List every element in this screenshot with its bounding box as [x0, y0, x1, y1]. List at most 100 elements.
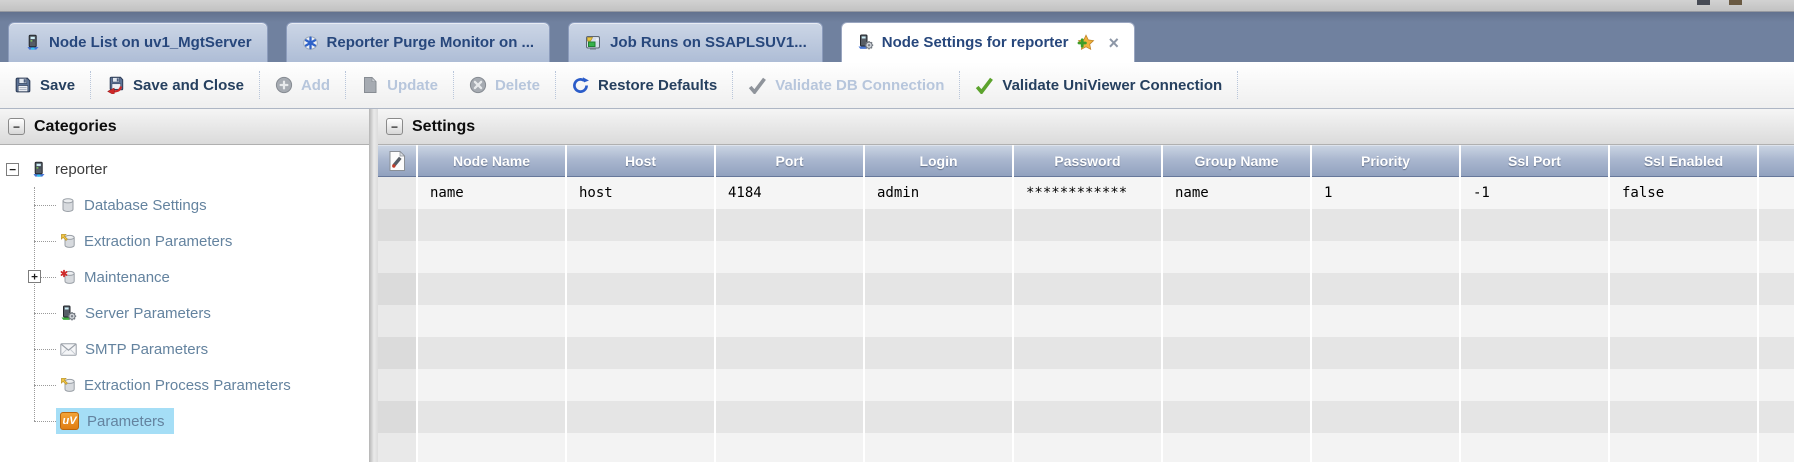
tree-item-parameters[interactable]: uV Parameters — [0, 403, 369, 439]
tab-label: Job Runs on SSAPLSUV1... — [610, 34, 807, 51]
cell-ssl-enabled[interactable]: false — [1610, 177, 1757, 209]
collapse-tree-icon[interactable]: − — [6, 162, 19, 176]
cell-empty — [1014, 209, 1161, 241]
cell-priority[interactable]: 1 — [1312, 177, 1459, 209]
column-header-priority[interactable]: Priority — [1312, 145, 1459, 177]
cell-empty — [865, 305, 1012, 337]
tree-item-extraction-parameters[interactable]: Extraction Parameters — [0, 223, 369, 259]
tab-bar: Node List on uv1_MgtServer Reporter Purge… — [0, 12, 1794, 62]
column-header-node-name[interactable]: Node Name — [418, 145, 565, 177]
cell-login[interactable]: admin — [865, 177, 1012, 209]
cell-empty — [1610, 305, 1757, 337]
cell-host[interactable]: host — [567, 177, 714, 209]
univiewer-icon: uV — [60, 412, 79, 430]
cell-empty — [1610, 209, 1757, 241]
tree-item-extraction-process-parameters[interactable]: Extraction Process Parameters — [0, 367, 369, 403]
server-icon — [24, 34, 41, 51]
cell-empty — [1163, 241, 1310, 273]
cell-empty — [865, 433, 1012, 462]
column-header-label: Host — [624, 153, 657, 169]
cell-empty — [567, 369, 714, 401]
row-icon-cell — [378, 401, 416, 433]
settings-table: Node Name Host Port Login Password Group Name… — [378, 145, 1794, 462]
tab-node-settings-for-reporter[interactable]: Node Settings for reporter × — [840, 22, 1135, 62]
cell-empty — [1163, 401, 1310, 433]
check-green-icon — [975, 77, 994, 94]
cell-empty — [865, 241, 1012, 273]
tree-item-database-settings[interactable]: Database Settings — [0, 187, 369, 223]
table-row[interactable]: name host 4184 admin ************ name 1 -1 fals… — [378, 177, 1794, 209]
cell-ssl-port[interactable]: -1 — [1461, 177, 1608, 209]
cell-filler — [1759, 241, 1794, 273]
database-icon — [60, 197, 76, 213]
expand-tree-icon[interactable]: + — [28, 270, 41, 283]
database-export-icon — [60, 377, 76, 393]
row-icon-cell — [378, 241, 416, 273]
categories-panel: Categories − reporter Database Settings Ext… — [0, 109, 369, 462]
collapse-settings-button[interactable] — [386, 118, 403, 135]
column-header-password[interactable]: Password — [1014, 145, 1161, 177]
tree-node-content: Maintenance — [56, 265, 179, 290]
cell-empty — [1312, 305, 1459, 337]
tree-node-label: Server Parameters — [85, 304, 211, 322]
cell-port[interactable]: 4184 — [716, 177, 863, 209]
tree-item-server-parameters[interactable]: Server Parameters — [0, 295, 369, 331]
toolbar-button-validate-univiewer-connection[interactable]: Validate UniViewer Connection — [975, 77, 1222, 94]
cell-empty — [567, 305, 714, 337]
cell-group-name[interactable]: name — [1163, 177, 1310, 209]
toolbar-button-save[interactable]: Save — [14, 76, 75, 94]
cell-empty — [1014, 241, 1161, 273]
column-header-ssl-enabled[interactable]: Ssl Enabled — [1610, 145, 1757, 177]
cell-empty — [1014, 401, 1161, 433]
cell-empty — [567, 433, 714, 462]
cell-empty — [418, 401, 565, 433]
cell-empty — [418, 369, 565, 401]
cell-password[interactable]: ************ — [1014, 177, 1161, 209]
column-header-port[interactable]: Port — [716, 145, 863, 177]
cell-empty — [865, 209, 1012, 241]
cell-empty — [1461, 401, 1608, 433]
cell-empty — [716, 209, 863, 241]
column-header-label: Node Name — [452, 153, 531, 169]
tree-item-maintenance[interactable]: + Maintenance — [0, 259, 369, 295]
cell-empty — [1610, 273, 1757, 305]
cell-filler — [1759, 401, 1794, 433]
page-tool-icon — [387, 150, 407, 172]
toolbar-button-save-and-close[interactable]: Save and Close — [106, 76, 244, 94]
tree-node-content: uV Parameters — [56, 408, 174, 434]
tab-label: Reporter Purge Monitor on ... — [326, 34, 535, 51]
table-row-empty — [378, 401, 1794, 433]
cell-node-name[interactable]: name — [418, 177, 565, 209]
close-icon[interactable]: × — [1108, 32, 1119, 53]
table-row-empty — [378, 273, 1794, 305]
column-header-ssl-port[interactable]: Ssl Port — [1461, 145, 1608, 177]
window-control-remnant-icon — [1729, 0, 1742, 5]
cell-empty — [418, 209, 565, 241]
tree-item-smtp-parameters[interactable]: SMTP Parameters — [0, 331, 369, 367]
tab-node-list-on-uv1-mgtserver[interactable]: Node List on uv1_MgtServer — [8, 22, 268, 62]
cell-empty — [1461, 273, 1608, 305]
cell-filler — [1759, 369, 1794, 401]
cell-empty — [1163, 305, 1310, 337]
save-and-close-icon — [106, 76, 125, 94]
collapse-categories-button[interactable] — [8, 118, 25, 135]
tree-node-reporter[interactable]: − reporter — [0, 151, 369, 187]
toolbar-button-restore-defaults[interactable]: Restore Defaults — [571, 76, 717, 95]
cell-empty — [716, 337, 863, 369]
cell-empty — [716, 369, 863, 401]
column-header-group-name[interactable]: Group Name — [1163, 145, 1310, 177]
tree-node-content: Extraction Parameters — [56, 229, 241, 254]
tree-node-label: SMTP Parameters — [85, 340, 209, 358]
column-header-login[interactable]: Login — [865, 145, 1012, 177]
row-icon-cell — [378, 305, 416, 337]
tree-node-content: Server Parameters — [56, 301, 220, 326]
add-icon — [275, 76, 293, 94]
toolbar-separator — [1237, 71, 1239, 99]
tab-job-runs-on-ssaplsuv1[interactable]: Job Runs on SSAPLSUV1... — [568, 22, 823, 62]
toolbar-button-label: Save and Close — [133, 76, 244, 94]
toolbar-button-label: Restore Defaults — [597, 76, 718, 94]
database-maintenance-icon — [60, 269, 76, 285]
tab-reporter-purge-monitor-on[interactable]: Reporter Purge Monitor on ... — [285, 22, 551, 62]
toolbar-separator — [452, 71, 454, 99]
column-header-host[interactable]: Host — [567, 145, 714, 177]
